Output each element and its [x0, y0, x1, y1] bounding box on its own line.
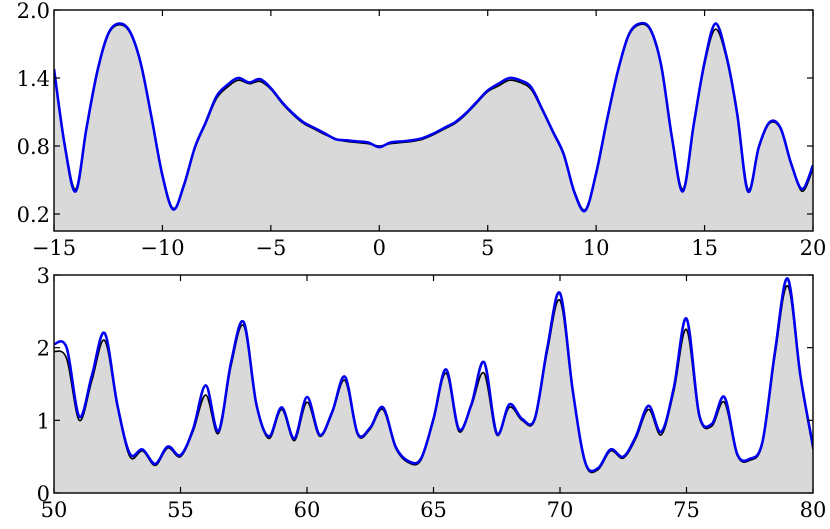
x-tick-label: −10: [140, 236, 184, 260]
x-tick-label: 60: [294, 498, 321, 522]
x-tick-label: 15: [691, 236, 718, 260]
y-tick-label: 1: [37, 409, 50, 433]
plot-area: [54, 277, 813, 493]
panel-frame: [53, 9, 814, 232]
y-tick-label: 3: [37, 264, 50, 288]
x-tick-label: 75: [673, 498, 700, 522]
x-tick-label: 20: [800, 236, 827, 260]
reference-area: [54, 24, 813, 231]
x-tick-label: 0: [373, 236, 386, 260]
x-tick-label: 80: [800, 498, 827, 522]
x-tick-label: 5: [481, 236, 494, 260]
bottom-panel: 50 55 60 65 70 75 80 0 1 2 3: [37, 264, 827, 522]
x-tick-label: 65: [420, 498, 447, 522]
x-tick-label: 70: [547, 498, 574, 522]
fit-line: [54, 277, 813, 473]
y-tick-label: 2: [37, 337, 50, 361]
y-tick-label: 0: [37, 482, 50, 506]
x-tick-label: 55: [167, 498, 194, 522]
fit-line: [54, 21, 813, 213]
reference-area: [54, 285, 813, 493]
y-tick-label: 1.4: [17, 67, 50, 91]
x-tick-label: 10: [583, 236, 610, 260]
x-tick-label: −5: [255, 236, 286, 260]
y-tick-label: 2.0: [17, 0, 50, 23]
x-tick-label: 50: [41, 498, 68, 522]
top-panel: −15 −10 −5 0 5 10 15 20 0.2 0.8 1.4 2.0: [17, 0, 827, 260]
plot-area: [54, 21, 813, 231]
y-tick-label: 0.8: [17, 135, 50, 159]
x-tick-label: −15: [32, 236, 76, 260]
y-tick-label: 0.2: [17, 203, 50, 227]
